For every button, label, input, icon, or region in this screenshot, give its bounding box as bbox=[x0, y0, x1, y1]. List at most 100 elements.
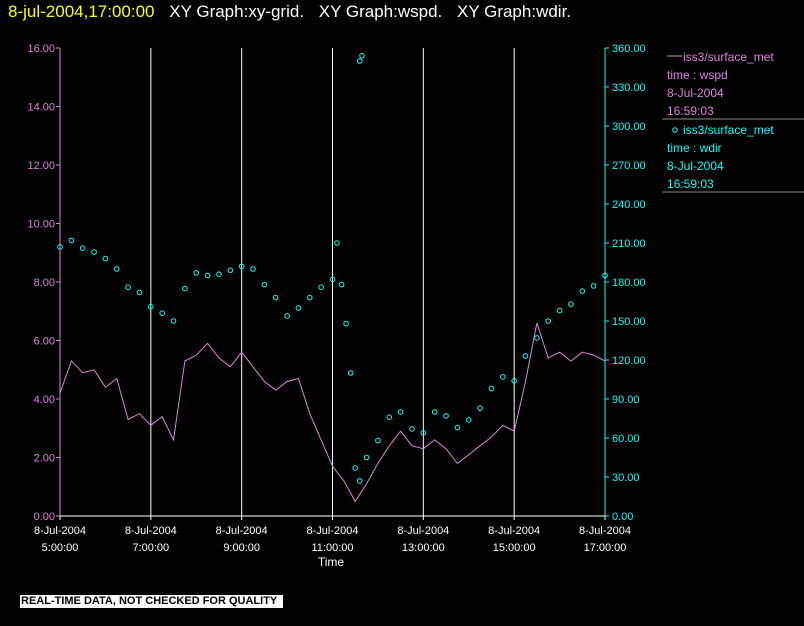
wdir-point bbox=[261, 281, 268, 288]
wdir-point bbox=[477, 405, 483, 411]
wdir-point bbox=[352, 465, 359, 471]
right-tick-label: 120.00 bbox=[612, 355, 646, 367]
wdir-point bbox=[500, 374, 506, 380]
wdir-point bbox=[356, 478, 363, 484]
right-tick-label: 180.00 bbox=[612, 277, 646, 289]
right-tick-label: 330.00 bbox=[612, 82, 646, 94]
series bbox=[57, 53, 608, 503]
right-tick-label: 150.00 bbox=[612, 316, 646, 328]
legend: iss3/surface_met time : wspd 8-Jul-2004 … bbox=[662, 50, 804, 193]
graph-title-grid: XY Graph:xy-grid. bbox=[169, 2, 305, 21]
wdir-point bbox=[409, 426, 415, 432]
wdir-point bbox=[68, 237, 75, 244]
x-axis-label: Time bbox=[318, 555, 345, 569]
legend-wdir-time: 16:59:03 bbox=[667, 177, 714, 191]
right-tick-label: 270.00 bbox=[612, 160, 646, 172]
wdir-point bbox=[329, 276, 336, 283]
wdir-point bbox=[91, 249, 97, 255]
wdir-point bbox=[386, 414, 393, 421]
timestamp: 8-jul-2004,17:00:00 bbox=[8, 2, 155, 21]
x-tick-date: 8-Jul-2004 bbox=[216, 525, 268, 537]
wdir-point bbox=[238, 263, 245, 270]
wdir-point bbox=[602, 272, 608, 279]
left-tick-label: 16.00 bbox=[27, 43, 55, 55]
x-tick-date: 8-Jul-2004 bbox=[34, 525, 86, 537]
wdir-point bbox=[57, 244, 63, 250]
x-tick-time: 11:00:00 bbox=[311, 542, 353, 554]
wdir-point bbox=[338, 281, 345, 288]
quality-notice: REAL-TIME DATA, NOT CHECKED FOR QUALITY bbox=[20, 595, 284, 608]
right-tick-label: 210.00 bbox=[612, 238, 646, 250]
x-tick-time: 17:00:00 bbox=[584, 542, 627, 554]
left-tick-label: 4.00 bbox=[34, 394, 55, 406]
x-tick-date: 8-Jul-2004 bbox=[488, 525, 540, 537]
wdir-point bbox=[466, 417, 472, 423]
wdir-point bbox=[359, 53, 365, 59]
wdir-point bbox=[347, 370, 354, 376]
wdir-point bbox=[522, 353, 529, 359]
legend-wspd-name: iss3/surface_met bbox=[683, 50, 774, 64]
wdir-point bbox=[556, 307, 563, 314]
wdir-point bbox=[579, 288, 586, 294]
x-tick-time: 15:00:00 bbox=[493, 542, 536, 554]
legend-wdir-name: iss3/surface_met bbox=[683, 123, 774, 137]
wdir-point bbox=[114, 266, 120, 272]
legend-entry-wspd: iss3/surface_met time : wspd 8-Jul-2004 … bbox=[662, 50, 804, 120]
wdir-point bbox=[182, 285, 188, 292]
wdir-point bbox=[272, 294, 279, 301]
wdir-point bbox=[170, 318, 177, 324]
x-tick-date: 8-Jul-2004 bbox=[397, 525, 449, 537]
right-tick-label: 30.00 bbox=[612, 472, 640, 484]
wdir-point bbox=[227, 267, 234, 274]
wdir-point bbox=[125, 284, 131, 291]
graph-title-wdir: XY Graph:wdir. bbox=[457, 2, 572, 21]
graph-title-wspd: XY Graph:wspd. bbox=[318, 2, 443, 21]
x-tick-date: 8-Jul-2004 bbox=[125, 525, 177, 537]
right-tick-label: 90.00 bbox=[612, 394, 640, 406]
x-axis-ticks: 8-Jul-2004 5:00:00 8-Jul-2004 7:00:00 8-Jul-… bbox=[34, 516, 631, 554]
wdir-point bbox=[343, 320, 349, 327]
wdir-point bbox=[431, 409, 438, 415]
right-tick-label: 240.00 bbox=[612, 199, 646, 211]
left-tick-label: 14.00 bbox=[27, 102, 55, 114]
wdir-point bbox=[397, 409, 404, 415]
wdir-point bbox=[284, 313, 290, 319]
left-tick-label: 2.00 bbox=[34, 453, 55, 465]
wdir-point bbox=[250, 266, 256, 272]
x-tick-time: 9:00:00 bbox=[223, 542, 260, 554]
wdir-point bbox=[334, 240, 340, 246]
wdir-point bbox=[102, 255, 109, 262]
wdir-point bbox=[534, 335, 540, 341]
left-tick-label: 0.00 bbox=[34, 511, 55, 523]
legend-wdir-date: 8-Jul-2004 bbox=[667, 159, 724, 173]
wdir-point bbox=[356, 58, 363, 64]
wdir-point bbox=[454, 424, 461, 431]
left-tick-label: 8.00 bbox=[34, 277, 55, 289]
wdir-point bbox=[295, 305, 302, 311]
wspd-series-line bbox=[59, 322, 606, 503]
x-tick-time: 13:00:00 bbox=[402, 542, 445, 554]
right-axis-ticks: 0.00 30.00 60.00 90.00 120.00 150.00 180.00 210… bbox=[605, 43, 646, 523]
wdir-point bbox=[204, 272, 211, 279]
wdir-point bbox=[79, 245, 86, 251]
wdir-point bbox=[545, 318, 552, 324]
left-tick-label: 6.00 bbox=[34, 336, 55, 348]
wdir-point bbox=[375, 437, 381, 444]
wdir-point bbox=[318, 284, 324, 291]
right-tick-label: 0.00 bbox=[612, 511, 633, 523]
right-tick-label: 300.00 bbox=[612, 121, 646, 133]
left-axis-ticks: 0.00 2.00 4.00 6.00 8.00 10.00 12.00 14.00 16.00 bbox=[27, 43, 60, 523]
x-tick-time: 7:00:00 bbox=[132, 542, 169, 554]
wdir-point bbox=[568, 301, 574, 307]
wdir-point bbox=[363, 454, 370, 461]
wdir-point bbox=[443, 413, 449, 419]
wdir-point bbox=[420, 430, 427, 436]
x-tick-time: 5:00:00 bbox=[42, 542, 79, 554]
x-tick-date: 8-Jul-2004 bbox=[307, 525, 359, 537]
legend-entry-wdir: iss3/surface_met time : wdir 8-Jul-2004 … bbox=[662, 123, 804, 193]
legend-circle-marker bbox=[672, 127, 678, 133]
right-tick-label: 360.00 bbox=[612, 43, 646, 55]
wdir-point bbox=[193, 270, 200, 276]
legend-wspd-date: 8-Jul-2004 bbox=[667, 86, 724, 100]
vertical-grid bbox=[150, 48, 606, 516]
